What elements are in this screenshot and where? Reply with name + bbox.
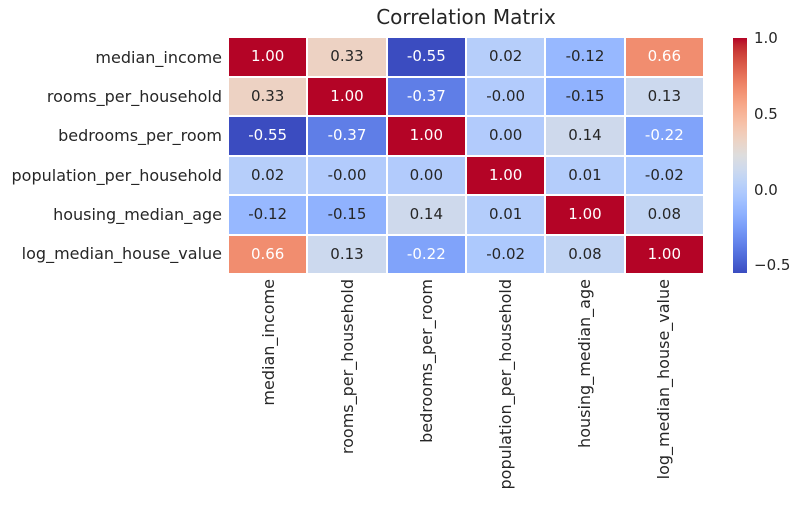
heatmap-cell: -0.55	[387, 38, 465, 76]
heatmap-cell: 0.02	[229, 156, 307, 194]
y-tick-label: log_median_house_value	[21, 243, 222, 263]
heatmap-cell: -0.22	[387, 235, 465, 273]
heatmap-cell: -0.00	[308, 156, 386, 194]
heatmap-cell: 1.00	[625, 235, 703, 273]
x-tick-label: bedrooms_per_room	[416, 279, 436, 443]
heatmap-cell: 0.33	[308, 38, 386, 76]
heatmap-cell: -0.37	[387, 77, 465, 115]
x-tick-label-slot: bedrooms_per_room	[387, 279, 466, 504]
heatmap-cell: 0.66	[625, 38, 703, 76]
x-tick-label-slot: rooms_per_household	[308, 279, 387, 504]
y-tick-label: rooms_per_household	[46, 87, 222, 107]
heatmap-cell: -0.37	[308, 117, 386, 155]
x-tick-label-slot: log_median_house_value	[624, 279, 703, 504]
x-tick-label: population_per_household	[495, 279, 515, 490]
heatmap-cell: -0.15	[308, 196, 386, 234]
heatmap-cell: 1.00	[467, 156, 545, 194]
heatmap-cell: 1.00	[229, 38, 307, 76]
heatmap-cell: 0.14	[387, 196, 465, 234]
y-tick-label: bedrooms_per_room	[58, 126, 222, 146]
x-tick-label: median_income	[258, 279, 278, 406]
heatmap-cell: -0.55	[229, 117, 307, 155]
heatmap-cell: 1.00	[308, 77, 386, 115]
chart-title: Correlation Matrix	[376, 5, 556, 29]
heatmap-cell: 0.00	[467, 117, 545, 155]
y-tick-label: population_per_household	[11, 165, 223, 185]
heatmap-cell: -0.00	[467, 77, 545, 115]
x-tick-label: rooms_per_household	[337, 279, 357, 455]
heatmap-cell: 0.66	[229, 235, 307, 273]
colorbar-tick-label: 0.5	[754, 104, 778, 123]
x-tick-label: housing_median_age	[574, 279, 594, 448]
heatmap-cell: 0.08	[546, 235, 624, 273]
x-axis-tick-labels: median_income rooms_per_household bedrooms…	[229, 279, 703, 504]
heatmap-cell: -0.02	[625, 156, 703, 194]
heatmap-cell: 0.33	[229, 77, 307, 115]
heatmap-cell: -0.22	[625, 117, 703, 155]
heatmap-cell: 1.00	[387, 117, 465, 155]
colorbar-tick-labels: 1.0 0.5 0.0 −0.5	[754, 29, 799, 275]
colorbar-tick-label: 1.0	[754, 29, 778, 47]
colorbar-tick-label: −0.5	[754, 256, 791, 275]
heatmap-cell: 0.08	[625, 196, 703, 234]
x-tick-label: log_median_house_value	[653, 279, 673, 480]
heatmap-cell: 0.01	[546, 156, 624, 194]
heatmap-cell: -0.15	[546, 77, 624, 115]
x-tick-label-slot: housing_median_age	[545, 279, 624, 504]
colorbar-tick-label: 0.0	[754, 180, 778, 199]
heatmap-cell: 0.13	[625, 77, 703, 115]
x-tick-label-slot: population_per_household	[466, 279, 545, 504]
heatmap-grid: 1.00 0.33 -0.55 0.02 -0.12 0.66 0.33 1.00 -0.37-…	[229, 38, 703, 273]
heatmap-cell: 0.02	[467, 38, 545, 76]
x-tick-label-slot: median_income	[229, 279, 308, 504]
heatmap-cell: 0.14	[546, 117, 624, 155]
heatmap-cell: -0.12	[229, 196, 307, 234]
y-axis-tick-labels: median_income rooms_per_household bedrooms…	[0, 38, 223, 273]
y-tick-label: median_income	[95, 48, 222, 68]
heatmap-cell: -0.02	[467, 235, 545, 273]
heatmap-cell: 0.00	[387, 156, 465, 194]
heatmap-cell: 0.13	[308, 235, 386, 273]
heatmap-cell: 1.00	[546, 196, 624, 234]
colorbar-gradient	[733, 38, 747, 273]
heatmap-cell: 0.01	[467, 196, 545, 234]
heatmap-cell: -0.12	[546, 38, 624, 76]
y-tick-label: housing_median_age	[53, 204, 222, 224]
